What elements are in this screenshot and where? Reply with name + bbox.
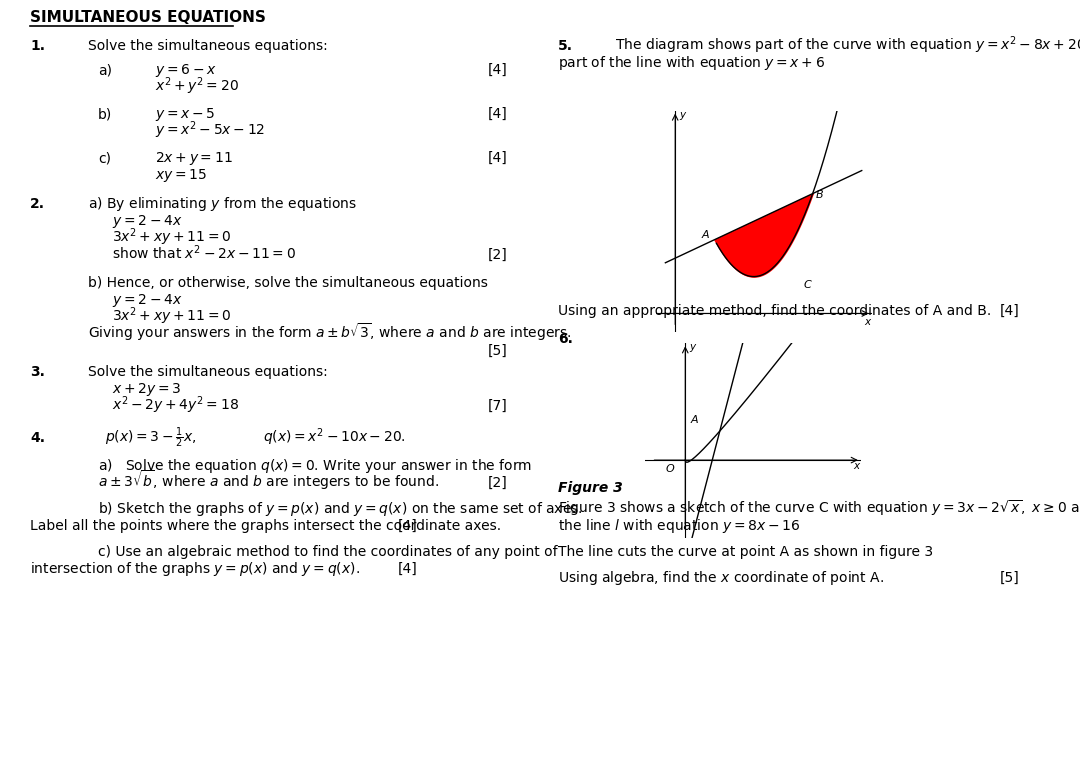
Text: $y = x^2 - 5x - 12$: $y = x^2 - 5x - 12$ bbox=[156, 119, 266, 141]
Text: $A$: $A$ bbox=[690, 414, 700, 425]
Text: a)   Solve the equation $q(x) = 0$. Write your answer in the form: a) Solve the equation $q(x) = 0$. Write … bbox=[98, 457, 532, 475]
Text: $3x^2 + xy + 11 = 0$: $3x^2 + xy + 11 = 0$ bbox=[112, 227, 231, 248]
Text: [4]: [4] bbox=[488, 63, 508, 77]
Text: a) By eliminating $y$ from the equations: a) By eliminating $y$ from the equations bbox=[87, 195, 357, 213]
Text: [2]: [2] bbox=[488, 476, 508, 490]
Text: c): c) bbox=[98, 151, 111, 165]
Text: a): a) bbox=[98, 63, 112, 77]
Text: b) Sketch the graphs of $y = p(x)$ and $y = q(x)$ on the same set of axes.: b) Sketch the graphs of $y = p(x)$ and $… bbox=[98, 500, 583, 518]
Text: $2x + y = 11$: $2x + y = 11$ bbox=[156, 150, 233, 167]
Text: [2]: [2] bbox=[488, 248, 508, 262]
Text: $x$: $x$ bbox=[864, 317, 873, 327]
Text: the line $l$ with equation $y = 8x - 16$: the line $l$ with equation $y = 8x - 16$ bbox=[558, 517, 800, 535]
Text: [4]: [4] bbox=[488, 107, 508, 121]
Text: 1.: 1. bbox=[30, 39, 45, 53]
Text: c) Use an algebraic method to find the coordinates of any point of: c) Use an algebraic method to find the c… bbox=[98, 545, 557, 559]
Text: $a \pm 3\sqrt{b}$, where $a$ and $b$ are integers to be found.: $a \pm 3\sqrt{b}$, where $a$ and $b$ are… bbox=[98, 468, 438, 492]
Text: 4.: 4. bbox=[30, 431, 45, 445]
Text: [4]: [4] bbox=[399, 519, 418, 533]
Text: Using algebra, find the $x$ coordinate of point A.: Using algebra, find the $x$ coordinate o… bbox=[558, 569, 883, 587]
Text: $O$: $O$ bbox=[665, 462, 675, 474]
Text: $y$: $y$ bbox=[679, 110, 688, 122]
Text: $x^2 + y^2 = 20$: $x^2 + y^2 = 20$ bbox=[156, 76, 239, 97]
Text: [7]: [7] bbox=[488, 399, 508, 413]
Text: Label all the points where the graphs intersect the coordinate axes.: Label all the points where the graphs in… bbox=[30, 519, 501, 533]
Text: $A$: $A$ bbox=[701, 228, 711, 240]
Text: Using an appropriate method, find the coordinates of A and B.: Using an appropriate method, find the co… bbox=[558, 304, 991, 318]
Text: $y$: $y$ bbox=[689, 342, 698, 354]
Text: $x$: $x$ bbox=[852, 461, 861, 472]
Text: 3.: 3. bbox=[30, 365, 45, 379]
Text: 6.: 6. bbox=[558, 332, 572, 346]
Text: $xy = 15$: $xy = 15$ bbox=[156, 167, 207, 184]
Text: Figure 3: Figure 3 bbox=[558, 481, 623, 495]
Text: 5.: 5. bbox=[558, 39, 573, 53]
Text: Giving your answers in the form $a \pm b\sqrt{3}$, where $a$ and $b$ are integer: Giving your answers in the form $a \pm b… bbox=[87, 321, 571, 343]
Text: Solve the simultaneous equations:: Solve the simultaneous equations: bbox=[87, 365, 327, 379]
Text: 2.: 2. bbox=[30, 197, 45, 211]
Text: $x + 2y = 3$: $x + 2y = 3$ bbox=[112, 381, 181, 398]
Text: $p(x) = 3 - \frac{1}{2}x,$: $p(x) = 3 - \frac{1}{2}x,$ bbox=[105, 425, 197, 449]
Text: part of the line with equation $y = x + 6$: part of the line with equation $y = x + … bbox=[558, 54, 825, 72]
Text: $3x^2 + xy + 11 = 0$: $3x^2 + xy + 11 = 0$ bbox=[112, 305, 231, 327]
Text: [4]: [4] bbox=[399, 562, 418, 576]
Text: [4]: [4] bbox=[488, 151, 508, 165]
Text: SIMULTANEOUS EQUATIONS: SIMULTANEOUS EQUATIONS bbox=[30, 10, 266, 25]
Text: The diagram shows part of the curve with equation $y = x^2 - 8x + 20$ and: The diagram shows part of the curve with… bbox=[615, 34, 1080, 56]
Text: intersection of the graphs $y = p(x)$ and $y = q(x)$.: intersection of the graphs $y = p(x)$ an… bbox=[30, 560, 360, 578]
Text: $q(x) = x^2 - 10x - 20.$: $q(x) = x^2 - 10x - 20.$ bbox=[264, 427, 406, 448]
Text: $y = 2 - 4x$: $y = 2 - 4x$ bbox=[112, 292, 183, 309]
Text: [5]: [5] bbox=[1000, 571, 1020, 585]
Text: Figure 3 shows a sketch of the curve C with equation $y = 3x - 2\sqrt{x},\ x \ge: Figure 3 shows a sketch of the curve C w… bbox=[558, 498, 1080, 518]
Text: $y = 6 - x$: $y = 6 - x$ bbox=[156, 62, 217, 79]
Text: b): b) bbox=[98, 107, 112, 121]
Text: $y = x - 5$: $y = x - 5$ bbox=[156, 106, 215, 123]
Text: [4]: [4] bbox=[1000, 304, 1020, 318]
Text: $x^2 - 2y + 4y^2 = 18$: $x^2 - 2y + 4y^2 = 18$ bbox=[112, 394, 239, 416]
Text: The line cuts the curve at point A as shown in figure 3: The line cuts the curve at point A as sh… bbox=[558, 545, 933, 559]
Text: $C$: $C$ bbox=[802, 278, 812, 290]
Text: $B$: $B$ bbox=[814, 188, 824, 200]
Text: Solve the simultaneous equations:: Solve the simultaneous equations: bbox=[87, 39, 327, 53]
Text: b) Hence, or otherwise, solve the simultaneous equations: b) Hence, or otherwise, solve the simult… bbox=[87, 276, 488, 290]
Text: [5]: [5] bbox=[488, 344, 508, 358]
Text: show that $x^2 - 2x - 11 = 0$: show that $x^2 - 2x - 11 = 0$ bbox=[112, 243, 296, 262]
Text: $y = 2 - 4x$: $y = 2 - 4x$ bbox=[112, 213, 183, 230]
